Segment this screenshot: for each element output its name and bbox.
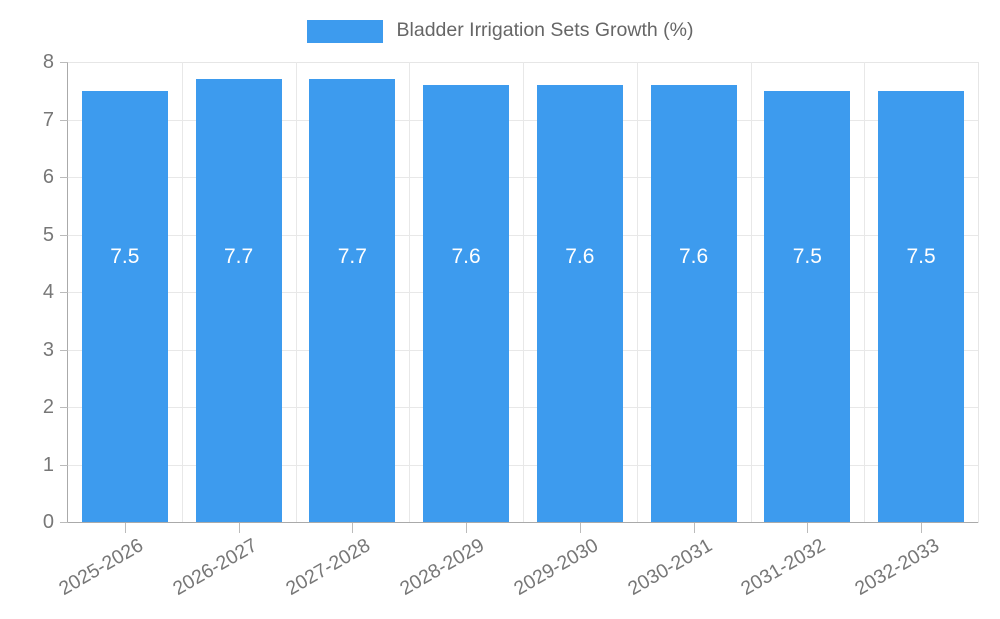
gridline-vertical: [409, 62, 411, 522]
y-tick-mark: [60, 119, 68, 121]
bar[interactable]: [878, 90, 965, 522]
x-axis-tick-label: 2031-2032: [737, 534, 830, 600]
gridline-vertical: [181, 62, 183, 522]
x-axis-tick-label: 2030-2031: [623, 534, 716, 600]
x-tick-mark: [921, 523, 922, 533]
chart-legend: Bladder Irrigation Sets Growth (%): [0, 14, 1000, 48]
y-axis-tick-label: 5: [42, 223, 54, 246]
bar-value-label: 7.7: [224, 245, 254, 268]
legend-label: Bladder Irrigation Sets Growth (%): [396, 19, 694, 42]
x-axis-tick-label: 2029-2030: [510, 534, 602, 600]
bar-value-label: 7.6: [679, 245, 709, 268]
bar-value-label: 7.7: [337, 245, 367, 268]
bar-value-label: 7.5: [110, 245, 140, 268]
bar-value-label: 7.6: [451, 245, 481, 268]
y-axis-tick-label: 3: [42, 338, 54, 361]
x-axis-tick-label: 2026-2027: [168, 534, 261, 600]
y-tick-mark: [60, 349, 68, 351]
x-tick-mark: [125, 523, 126, 533]
bar[interactable]: [195, 79, 282, 522]
y-tick-mark: [60, 292, 68, 293]
bar-value-label: 7.6: [565, 245, 595, 268]
y-axis-tick-label: 0: [42, 511, 54, 533]
bar-chart: Bladder Irrigation Sets Growth (%) 0 1 2 3 4…: [0, 14, 1000, 600]
y-tick-mark: [60, 177, 68, 178]
gridline-vertical: [864, 62, 866, 522]
legend-color-swatch-icon: [306, 19, 383, 43]
bar[interactable]: [650, 85, 737, 522]
x-axis-tick-label: 2027-2028: [282, 534, 375, 600]
y-axis-tick-label: 1: [42, 453, 54, 476]
gridline-vertical: [523, 62, 524, 522]
x-tick-mark: [694, 523, 695, 533]
bar[interactable]: [536, 85, 623, 522]
bar[interactable]: [309, 79, 396, 522]
gridline-vertical: [750, 62, 752, 522]
y-tick-mark: [60, 234, 68, 236]
y-axis-tick-label: 2: [42, 396, 54, 418]
x-tick-mark: [807, 523, 808, 533]
bar-value-label: 7.5: [792, 245, 822, 268]
bar-value-label: 7.5: [906, 245, 936, 268]
bar[interactable]: [764, 90, 851, 522]
x-tick-mark: [352, 523, 353, 533]
y-tick-mark: [60, 464, 68, 466]
x-axis-tick-label: 2032-2033: [851, 534, 944, 600]
y-axis-tick-label: 4: [42, 281, 54, 303]
y-tick-mark: [60, 62, 68, 63]
gridline-vertical: [636, 62, 638, 522]
x-tick-mark: [580, 523, 581, 533]
x-axis-tick-label: 2028-2029: [396, 534, 489, 600]
x-tick-mark: [466, 523, 467, 533]
bar[interactable]: [81, 90, 168, 522]
x-tick-mark: [239, 523, 240, 533]
y-axis-tick-label: 7: [42, 108, 54, 131]
gridline-vertical: [295, 62, 297, 522]
bar[interactable]: [423, 85, 510, 522]
x-axis-tick-label: 2025-2026: [55, 534, 147, 600]
y-tick-mark: [60, 522, 68, 523]
y-tick-mark: [60, 407, 68, 408]
y-axis-tick-label: 6: [42, 166, 54, 188]
x-axis-line: [67, 522, 978, 523]
bars-layer: [68, 62, 978, 522]
y-axis-tick-label: 8: [42, 51, 54, 73]
